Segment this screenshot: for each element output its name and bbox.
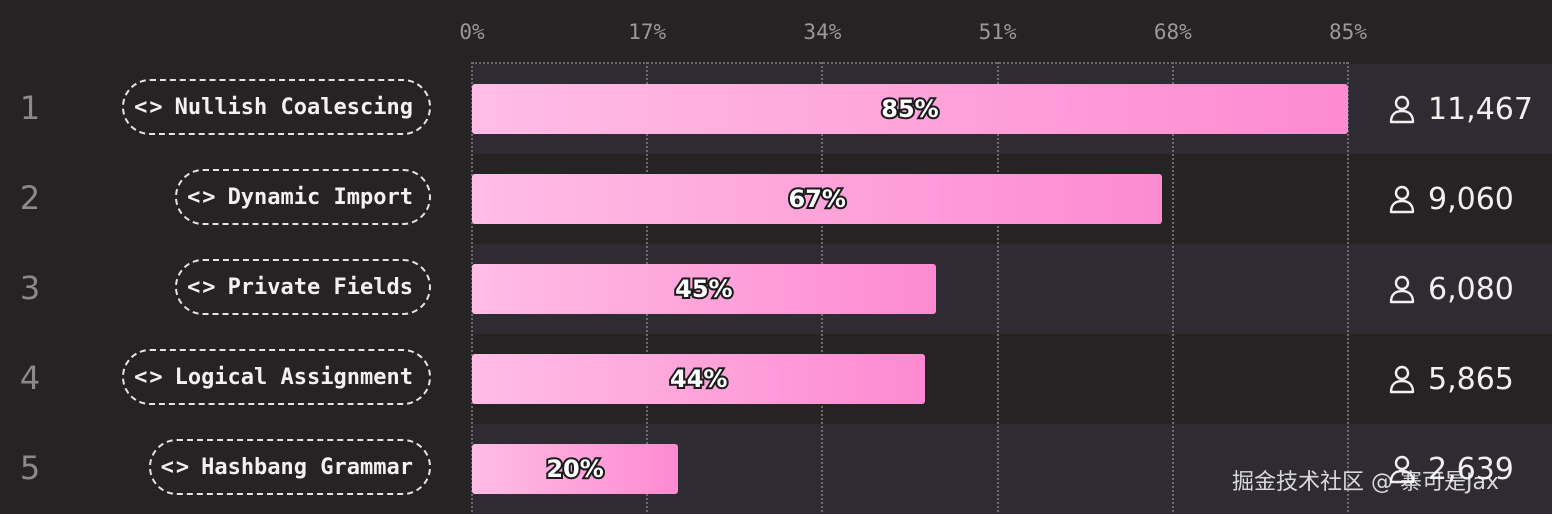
code-icon: <> bbox=[187, 274, 218, 300]
gridline bbox=[1347, 62, 1349, 512]
x-tick-label: 17% bbox=[628, 20, 667, 44]
user-count-value: 9,060 bbox=[1428, 181, 1514, 217]
feature-label-pill[interactable]: <> Hashbang Grammar bbox=[148, 439, 431, 495]
user-icon bbox=[1389, 365, 1415, 394]
user-count: 11,467 bbox=[1388, 89, 1533, 129]
bar-value-label: 85% bbox=[879, 93, 940, 125]
gridline bbox=[996, 62, 999, 512]
bar-value-label: 20% bbox=[544, 453, 605, 485]
x-tick-label: 0% bbox=[459, 20, 485, 44]
user-count: 5,865 bbox=[1388, 359, 1514, 399]
user-icon bbox=[1389, 455, 1415, 484]
user-count-value: 2,639 bbox=[1428, 451, 1514, 487]
bar-value-label: 67% bbox=[787, 183, 848, 215]
feature-label-pill[interactable]: <> Dynamic Import bbox=[175, 169, 431, 225]
row-rank: 1 bbox=[19, 89, 41, 127]
code-icon: <> bbox=[187, 184, 218, 210]
row-rank: 4 bbox=[19, 359, 41, 397]
bar-value-label: 44% bbox=[668, 363, 729, 395]
row-rank: 2 bbox=[19, 179, 41, 217]
user-icon bbox=[1389, 95, 1415, 124]
bar[interactable] bbox=[472, 354, 926, 404]
feature-label-pill[interactable]: <> Logical Assignment bbox=[122, 349, 431, 405]
bar[interactable] bbox=[472, 84, 1348, 134]
bar[interactable] bbox=[472, 174, 1163, 224]
x-tick-label: 51% bbox=[978, 20, 1017, 44]
code-icon: <> bbox=[134, 364, 165, 390]
x-tick-label: 68% bbox=[1153, 20, 1192, 44]
x-tick-label: 85% bbox=[1329, 20, 1367, 44]
user-icon bbox=[1389, 275, 1415, 304]
bar[interactable] bbox=[472, 264, 936, 314]
bar[interactable] bbox=[472, 444, 679, 494]
feature-name: Dynamic Import bbox=[227, 184, 413, 210]
user-count: 9,060 bbox=[1388, 179, 1514, 219]
bar-value-label: 45% bbox=[673, 273, 734, 305]
feature-name: Logical Assignment bbox=[174, 364, 413, 390]
watermark: 掘金技术社区 @ 寨可是Jax bbox=[1232, 470, 1499, 495]
x-tick-label: 34% bbox=[803, 20, 842, 44]
user-count-value: 6,080 bbox=[1428, 271, 1514, 307]
row-rank: 5 bbox=[19, 449, 41, 487]
row-rank: 3 bbox=[19, 269, 41, 307]
feature-label-pill[interactable]: <> Nullish Coalescing bbox=[122, 79, 431, 135]
feature-name: Hashbang Grammar bbox=[201, 454, 413, 480]
gridline bbox=[1171, 62, 1174, 512]
feature-label-pill[interactable]: <> Private Fields bbox=[175, 259, 431, 315]
code-icon: <> bbox=[134, 94, 165, 120]
user-count: 6,080 bbox=[1388, 269, 1514, 309]
x-axis-line bbox=[472, 62, 1348, 64]
user-count-value: 5,865 bbox=[1428, 361, 1514, 397]
feature-name: Private Fields bbox=[227, 274, 413, 300]
user-icon bbox=[1389, 185, 1415, 214]
user-count-value: 11,467 bbox=[1428, 91, 1533, 127]
feature-name: Nullish Coalescing bbox=[174, 94, 413, 120]
code-icon: <> bbox=[160, 454, 192, 480]
user-count: 2,639 bbox=[1388, 449, 1514, 489]
